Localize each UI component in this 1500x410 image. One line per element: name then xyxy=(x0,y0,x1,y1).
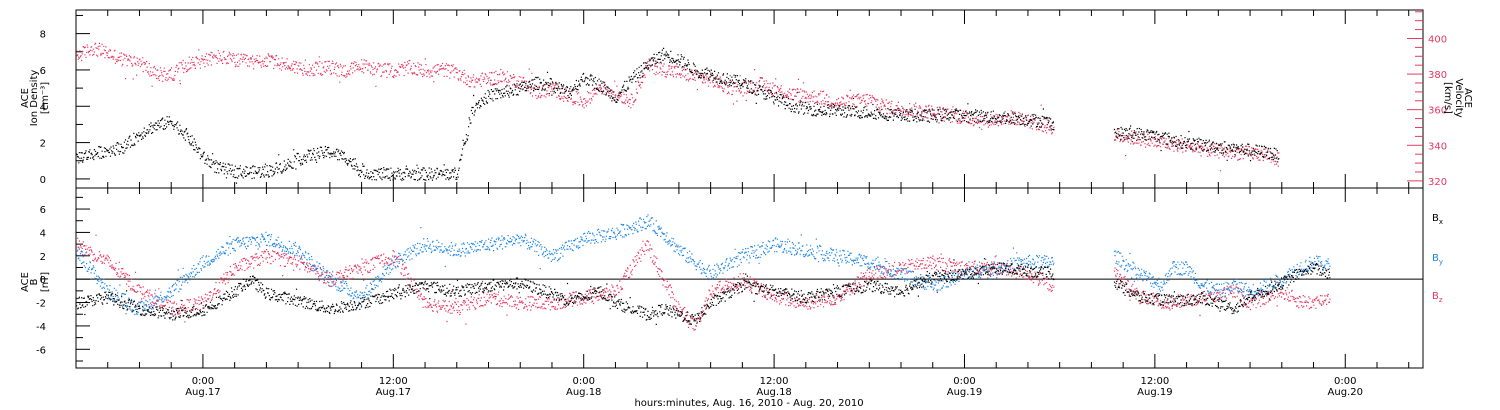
density-axis-title-line3: [cm⁻³] xyxy=(40,82,51,114)
legend-bx: Bx xyxy=(1432,213,1443,226)
b-axis-ticks: -6 -4 -2 0 2 4 6 xyxy=(36,196,90,362)
time-tick-label: 0:00 xyxy=(192,376,214,387)
date-tick-label: Aug.20 xyxy=(1328,387,1363,398)
density-axis-title-line1: ACE xyxy=(20,88,31,108)
density-axis-title: ACE Ion Density [cm⁻³] xyxy=(20,70,51,127)
time-tick-label: 12:00 xyxy=(760,376,789,387)
date-tick-label: Aug.18 xyxy=(756,387,791,398)
date-tick-label: Aug.19 xyxy=(947,387,982,398)
magnetic-field-panel: -6 -4 -2 0 2 4 6 ACE B [nT] Bx By Bz xyxy=(20,187,1443,369)
b-axis-title-line2: B xyxy=(29,278,40,285)
top-data-series xyxy=(76,42,1280,184)
b-tick-label: 6 xyxy=(40,205,46,216)
date-tick-label: Aug.17 xyxy=(376,387,411,398)
density-series-points xyxy=(76,47,1280,184)
density-velocity-panel: 0 2 4 6 8 320 340 360 380 400 ACE Ion Density [c… xyxy=(20,9,1473,189)
b-tick-label: 4 xyxy=(40,228,46,239)
date-tick-label: Aug.19 xyxy=(1137,387,1172,398)
velocity-tick-label: 360 xyxy=(1428,106,1447,117)
velocity-axis-title: ACE Velocity [km/s] xyxy=(1442,78,1473,117)
b-tick-label: -2 xyxy=(36,299,46,310)
velocity-series xyxy=(76,42,1280,172)
density-tick-label: 0 xyxy=(40,175,46,186)
legend: Bx By Bz xyxy=(1432,213,1443,304)
b-tick-label: -4 xyxy=(36,322,46,333)
velocity-axis-title-line2: Velocity xyxy=(1453,78,1464,117)
density-tick-label: 2 xyxy=(40,139,46,150)
time-tick-label: 0:00 xyxy=(1334,376,1356,387)
density-series xyxy=(76,47,1280,184)
velocity-axis-title-line1: ACE xyxy=(1462,88,1473,108)
velocity-series-points xyxy=(76,42,1280,172)
velocity-axis-ticks: 320 340 360 380 400 xyxy=(1407,11,1447,188)
legend-bz: Bz xyxy=(1432,291,1443,304)
b-tick-label: -6 xyxy=(36,345,46,356)
bz-series-points xyxy=(76,234,1331,331)
density-tick-label: 4 xyxy=(40,102,46,113)
b-tick-label: 0 xyxy=(40,275,46,286)
bottom-panel-frame xyxy=(75,187,1424,369)
top-panel-frame xyxy=(75,9,1424,189)
time-tick-label: 0:00 xyxy=(953,376,975,387)
b-axis-title: ACE B [nT] xyxy=(20,272,51,292)
velocity-tick-label: 380 xyxy=(1428,70,1447,81)
time-tick-label: 12:00 xyxy=(379,376,408,387)
b-axis-title-line3: [nT] xyxy=(40,272,51,292)
date-tick-label: Aug.18 xyxy=(566,387,601,398)
velocity-tick-label: 400 xyxy=(1428,34,1447,45)
x-axis-title: hours:minutes, Aug. 16, 2010 - Aug. 20, … xyxy=(634,398,863,409)
density-tick-label: 8 xyxy=(40,30,46,41)
velocity-tick-label: 340 xyxy=(1428,141,1447,152)
density-axis-ticks: 0 2 4 6 8 xyxy=(40,14,90,186)
time-axis: 0:00Aug.1712:00Aug.170:00Aug.1812:00Aug.… xyxy=(107,10,1410,398)
velocity-tick-label: 320 xyxy=(1428,177,1447,188)
velocity-axis-title-line3: [km/s] xyxy=(1442,82,1453,114)
date-tick-label: Aug.17 xyxy=(185,387,220,398)
density-tick-label: 6 xyxy=(40,66,46,77)
b-axis-title-line1: ACE xyxy=(20,272,31,292)
density-axis-title-line2: Ion Density xyxy=(29,70,40,127)
bottom-data-series xyxy=(76,214,1331,331)
legend-by: By xyxy=(1432,253,1443,266)
bz-series xyxy=(76,234,1331,331)
time-tick-label: 12:00 xyxy=(1140,376,1169,387)
b-tick-label: 2 xyxy=(40,252,46,263)
time-tick-label: 0:00 xyxy=(572,376,594,387)
